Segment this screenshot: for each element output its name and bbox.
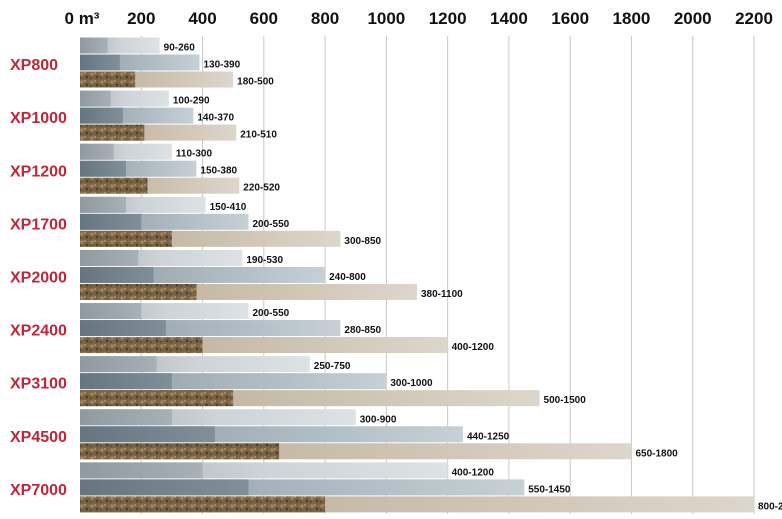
range-label: 240-800 (329, 272, 366, 283)
range-label: 800-2200 (758, 501, 782, 512)
range-label: 150-380 (200, 166, 237, 177)
range-label: 250-750 (314, 361, 351, 372)
range-bar-minimum (80, 266, 154, 283)
range-label: 550-1450 (528, 484, 571, 495)
x-tick-label: 600 (250, 9, 278, 28)
model-label: XP1000 (10, 110, 67, 127)
range-bars (80, 37, 754, 513)
x-tick-label: 1200 (429, 9, 467, 28)
range-bar-minimum (80, 177, 148, 194)
x-tick-label: 2200 (735, 9, 773, 28)
range-bar-minimum (80, 37, 108, 54)
range-label: 400-1200 (452, 467, 495, 478)
range-label: 100-290 (173, 96, 210, 107)
x-tick-label: 2000 (674, 9, 712, 28)
range-bar-minimum (80, 479, 249, 496)
model-label: XP7000 (10, 482, 67, 499)
range-bar-minimum (80, 90, 111, 107)
model-labels: XP800 XP1000 XP1200 XP1700 XP2000 XP2400 XP310… (10, 57, 67, 499)
range-label: 200-550 (253, 308, 290, 319)
range-label: 440-1250 (467, 431, 510, 442)
range-bar-minimum (80, 124, 145, 141)
range-bar-minimum (80, 213, 142, 230)
range-bar-minimum (80, 249, 139, 266)
range-bar-minimum (80, 320, 166, 337)
range-bar-minimum (80, 443, 280, 460)
x-tick-label: 200 (127, 9, 155, 28)
range-label: 140-370 (197, 113, 234, 124)
range-label: 220-520 (243, 183, 280, 194)
model-label: XP4500 (10, 429, 67, 446)
range-label: 200-550 (253, 219, 290, 230)
range-label: 300-1000 (390, 378, 433, 389)
range-bar-minimum (80, 390, 234, 407)
range-bar-minimum (80, 426, 215, 443)
grid-lines (140, 36, 755, 514)
model-label: XP3100 (10, 376, 67, 393)
model-label: XP1200 (10, 163, 67, 180)
range-bar-minimum (80, 373, 172, 390)
x-axis-ticks: 0 m³ 200 400 600 800 1000 1200 1400 1600 1800 2000… (65, 9, 773, 28)
range-bar-minimum (80, 337, 203, 354)
range-label: 380-1100 (421, 289, 463, 300)
range-bar-minimum (80, 54, 120, 71)
range-label: 280-850 (344, 325, 381, 336)
range-label: 300-900 (360, 414, 397, 425)
range-bar-minimum (80, 160, 126, 177)
range-label: 300-850 (344, 236, 381, 247)
x-tick-label: 1400 (490, 9, 528, 28)
range-bar-minimum (80, 71, 136, 88)
range-bar-minimum (80, 303, 142, 320)
range-label: 190-530 (246, 255, 283, 266)
model-label: XP2400 (10, 323, 67, 340)
x-tick-label: 800 (311, 9, 339, 28)
range-label: 150-410 (210, 202, 247, 213)
range-label: 130-390 (203, 60, 240, 71)
range-bar-minimum (80, 496, 326, 513)
range-bar-minimum (80, 356, 157, 373)
range-bar-minimum (80, 196, 126, 213)
range-bar-minimum (80, 462, 203, 479)
range-label: 110-300 (176, 149, 213, 160)
x-tick-label: 400 (188, 9, 216, 28)
x-tick-label: 0 m³ (65, 9, 100, 28)
x-tick-label: 1600 (551, 9, 589, 28)
range-bar-minimum (80, 230, 172, 247)
range-label: 180-500 (237, 77, 274, 88)
x-tick-label: 1800 (613, 9, 651, 28)
model-label: XP2000 (10, 270, 67, 287)
range-label: 500-1500 (544, 395, 587, 406)
range-bar-minimum (80, 283, 197, 300)
range-labels: 90-260 130-390 180-500 100-290 140-370 210-51… (164, 43, 782, 513)
x-tick-label: 1000 (367, 9, 405, 28)
model-label: XP1700 (10, 216, 67, 233)
range-label: 400-1200 (452, 342, 495, 353)
range-bar-minimum (80, 409, 172, 426)
range-label: 650-1800 (635, 448, 678, 459)
range-label: 90-260 (164, 43, 196, 54)
range-bar-minimum (80, 107, 123, 124)
range-bar-minimum (80, 143, 114, 160)
model-label: XP800 (10, 57, 58, 74)
range-label: 210-510 (240, 130, 277, 141)
